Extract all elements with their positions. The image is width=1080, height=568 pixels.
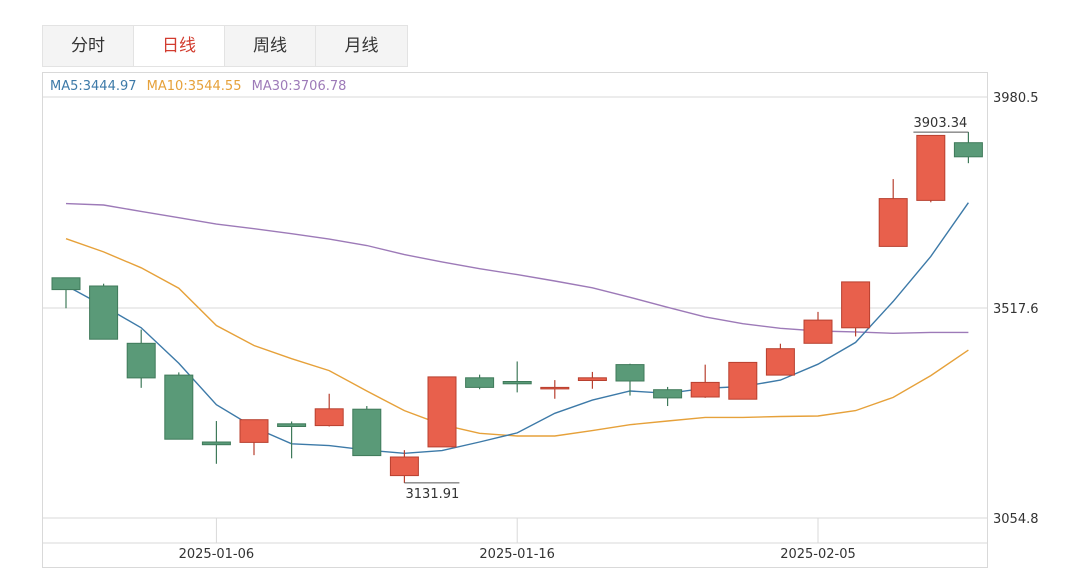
candle[interactable] xyxy=(765,343,795,376)
candle-body xyxy=(89,285,119,340)
candle-body xyxy=(314,408,344,427)
candle-body xyxy=(465,377,495,388)
candle[interactable] xyxy=(389,450,419,483)
candle-body xyxy=(164,374,194,440)
ma10-line xyxy=(65,238,969,437)
y-tick-label-top: 3980.5 xyxy=(993,91,1039,106)
candle[interactable] xyxy=(427,376,457,448)
candle[interactable] xyxy=(51,277,81,309)
candle[interactable] xyxy=(502,361,532,393)
max-value-label: 3903.34 xyxy=(914,116,968,131)
y-tick-label-bottom: 3054.8 xyxy=(993,512,1039,527)
candle-body xyxy=(239,419,269,443)
legend-ma10: MA10:3544.55 xyxy=(146,79,242,94)
candle[interactable] xyxy=(465,374,495,390)
candle[interactable] xyxy=(352,406,382,457)
candle-body xyxy=(841,281,871,329)
candle-body xyxy=(277,423,307,427)
candle[interactable] xyxy=(277,421,307,459)
x-tick-label: 2025-01-06 xyxy=(179,547,255,562)
y-tick-label-mid: 3517.6 xyxy=(993,302,1039,317)
candle[interactable] xyxy=(615,363,645,396)
candle[interactable] xyxy=(916,134,946,203)
min-value-label: 3131.91 xyxy=(406,487,460,502)
extreme-annotations: 3903.34 3131.91 xyxy=(404,116,969,502)
candle-body xyxy=(51,277,81,291)
candle[interactable] xyxy=(878,179,908,247)
candle[interactable] xyxy=(690,364,720,398)
candle[interactable] xyxy=(803,311,833,344)
candle-body xyxy=(427,376,457,448)
tab-daily[interactable]: 日线 xyxy=(134,26,225,66)
candles xyxy=(51,132,983,483)
candle-body xyxy=(803,319,833,344)
candle-body xyxy=(615,364,645,382)
candle[interactable] xyxy=(540,380,570,399)
candle-body xyxy=(765,348,795,376)
x-tick-label: 2025-02-05 xyxy=(780,547,856,562)
ma5-line xyxy=(65,202,969,455)
candle-body xyxy=(653,389,683,399)
candle[interactable] xyxy=(314,393,344,427)
candle[interactable] xyxy=(841,281,871,337)
candle-body xyxy=(577,377,607,381)
ma-lines xyxy=(65,202,969,455)
x-axis: 2025-01-06 2025-01-16 2025-02-05 xyxy=(179,518,856,562)
candle-body xyxy=(201,441,231,446)
tab-weekly[interactable]: 周线 xyxy=(225,26,316,66)
candle-body xyxy=(126,342,156,379)
legend-ma30: MA30:3706.78 xyxy=(251,79,347,94)
candle-body xyxy=(953,142,983,158)
candle-body xyxy=(352,408,382,457)
candle-body xyxy=(502,381,532,385)
candle[interactable] xyxy=(126,329,156,388)
candle-body xyxy=(916,134,946,201)
candle[interactable] xyxy=(239,419,269,456)
candle[interactable] xyxy=(164,372,194,440)
ma30-line xyxy=(65,202,969,335)
period-tabs: 分时 日线 周线 月线 xyxy=(42,25,408,67)
tab-monthly[interactable]: 月线 xyxy=(344,36,379,55)
ma-legend: MA5:3444.97 MA10:3544.55 MA30:3706.78 xyxy=(50,79,352,94)
candle-body xyxy=(389,456,419,477)
candle-body xyxy=(540,386,570,390)
candle[interactable] xyxy=(577,371,607,389)
x-tick-label: 2025-01-16 xyxy=(479,547,555,562)
candle-body xyxy=(690,381,720,398)
candle[interactable] xyxy=(201,421,231,464)
candle[interactable] xyxy=(89,283,119,340)
candle[interactable] xyxy=(653,386,683,407)
candle-body xyxy=(728,361,758,400)
candle-body xyxy=(878,198,908,247)
candle[interactable] xyxy=(728,361,758,400)
candle[interactable] xyxy=(953,132,983,164)
legend-ma5: MA5:3444.97 xyxy=(50,79,137,94)
tab-minute[interactable]: 分时 xyxy=(43,26,134,66)
